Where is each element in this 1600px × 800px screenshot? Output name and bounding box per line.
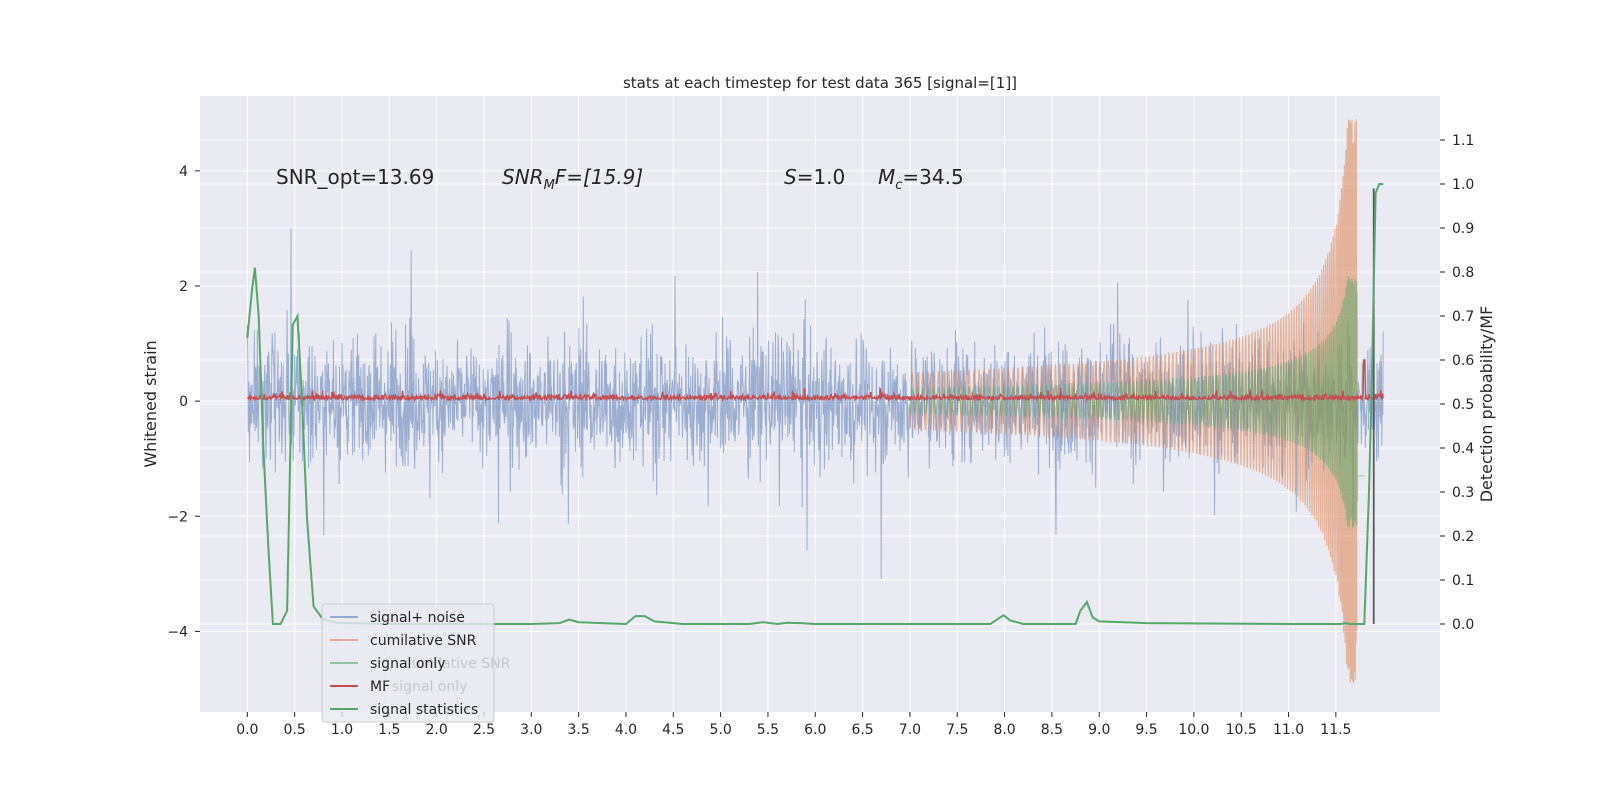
y-right-tick-label: 0.6	[1452, 353, 1474, 369]
x-tick-label: 3.0	[520, 722, 542, 738]
legend-label-signal-statistics: signal statistics	[370, 702, 478, 718]
x-tick-label: 11.0	[1273, 722, 1304, 738]
series-cumulative-snr	[909, 119, 1358, 684]
y-axis-left-ticks: 4 2 0 −2 −4	[167, 164, 200, 640]
legend-label-signal-only: signal only	[370, 656, 445, 672]
x-tick-label: 9.5	[1135, 722, 1157, 738]
y-right-tick-label: 0.8	[1452, 265, 1474, 281]
y-left-tick-label: 4	[179, 164, 188, 180]
x-tick-label: 9.0	[1088, 722, 1110, 738]
annotation-snr-mf: SNRMF=[15.9]	[502, 165, 643, 193]
series-layer	[246, 119, 1384, 684]
legend-ghost-label-2: signal only	[392, 679, 467, 695]
y-axis-right-label: Detection probability/MF	[1477, 306, 1496, 503]
x-tick-label: 6.5	[851, 722, 873, 738]
x-tick-label: 0.0	[236, 722, 258, 738]
y-right-tick-label: 0.5	[1452, 397, 1474, 413]
legend-label-mf: MF	[370, 679, 390, 695]
annotation-mc: Mc=34.5	[878, 165, 964, 193]
series-mf	[246, 359, 1384, 403]
annotation-snr-mf-base: SNR	[502, 165, 544, 189]
annotation-snr-mf-rest: F=[15.9]	[555, 165, 643, 189]
y-right-tick-label: 0.7	[1452, 309, 1474, 325]
y-left-tick-label: −4	[167, 624, 188, 640]
chart-title: stats at each timestep for test data 365…	[623, 74, 1017, 92]
y-right-tick-label: 0.3	[1452, 485, 1474, 501]
annotation-mc-var: M	[878, 165, 895, 189]
x-tick-label: 8.0	[993, 722, 1015, 738]
x-axis-ticks: 0.0 0.5 1.0 1.5 2.0 2.5 3.0 3.5 4.0 4.5 5.0 5.5 6.0 6…	[236, 712, 1351, 738]
x-tick-label: 1.0	[331, 722, 353, 738]
y-left-tick-label: 0	[179, 394, 188, 410]
x-tick-label: 3.5	[567, 722, 589, 738]
y-left-tick-label: −2	[167, 509, 188, 525]
x-tick-label: 10.0	[1178, 722, 1209, 738]
y-right-tick-label: 1.1	[1452, 133, 1474, 149]
x-tick-label: 5.5	[757, 722, 779, 738]
x-tick-label: 4.0	[615, 722, 637, 738]
legend-label-signal-noise: signal+ noise	[370, 610, 465, 626]
x-tick-label: 2.0	[426, 722, 448, 738]
y-right-tick-label: 1.0	[1452, 177, 1474, 193]
x-tick-label: 10.5	[1226, 722, 1257, 738]
series-signal-statistics	[246, 183, 1384, 626]
legend-label-cumulative-snr: cumilative SNR	[370, 633, 477, 649]
x-tick-label: 4.5	[662, 722, 684, 738]
annotation-s-var: S	[784, 165, 797, 189]
y-axis-left-label: Whitened strain	[141, 340, 160, 467]
x-tick-label: 5.0	[709, 722, 731, 738]
annotation-s-val: =1.0	[797, 165, 846, 189]
x-tick-label: 6.0	[804, 722, 826, 738]
legend-ghost-label-1: cumilative SNR	[404, 656, 511, 672]
legend: cumilative SNR signal only signal+ noise…	[321, 603, 511, 723]
annotation-s: S=1.0	[784, 165, 845, 189]
x-tick-label: 2.5	[473, 722, 495, 738]
annotation-mc-val: =34.5	[902, 165, 963, 189]
y-right-tick-label: 0.2	[1452, 529, 1474, 545]
y-axis-right-ticks: 0.0 0.1 0.2 0.3 0.4 0.5 0.6 0.7 0.8 0.9 1.0 1.1	[1440, 133, 1474, 633]
legend-box	[321, 603, 495, 723]
y-right-tick-label: 0.1	[1452, 573, 1474, 589]
x-tick-label: 1.5	[378, 722, 400, 738]
y-left-tick-label: 2	[179, 279, 188, 295]
x-tick-label: 7.0	[899, 722, 921, 738]
plot-content	[246, 119, 1384, 684]
x-tick-label: 7.5	[946, 722, 968, 738]
x-tick-label: 8.5	[1041, 722, 1063, 738]
y-right-tick-label: 0.4	[1452, 441, 1474, 457]
series-signal-only	[909, 276, 1365, 528]
annotation-snr-opt: SNR_opt=13.69	[276, 165, 434, 189]
y-right-tick-label: 0.0	[1452, 617, 1474, 633]
x-tick-label: 11.5	[1320, 722, 1351, 738]
x-tick-label: 0.5	[284, 722, 306, 738]
annotation-snr-mf-sub: M	[544, 178, 555, 193]
annotation-mc-sub: c	[895, 178, 902, 193]
y-right-tick-label: 0.9	[1452, 221, 1474, 237]
